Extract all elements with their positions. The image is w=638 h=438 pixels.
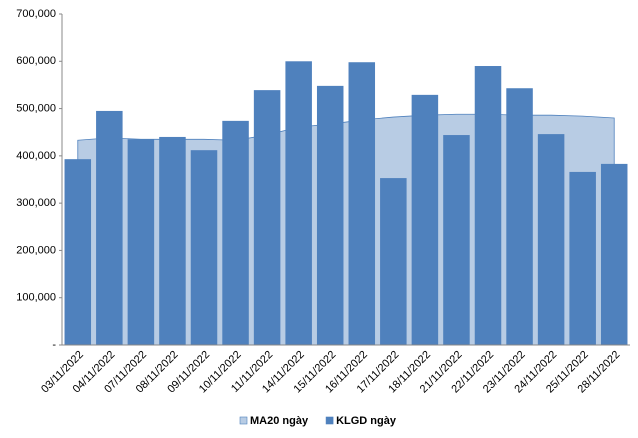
y-tick-label: 100,000: [16, 292, 56, 304]
bar: [600, 163, 628, 345]
legend-swatch: [239, 416, 248, 425]
bar: [159, 136, 186, 345]
y-tick-label: 500,000: [16, 102, 56, 114]
bar: [537, 134, 565, 345]
bar: [190, 150, 218, 345]
bar: [127, 139, 155, 345]
bar: [474, 66, 502, 345]
bar: [316, 85, 344, 346]
bar: [411, 94, 439, 345]
bar: [348, 62, 376, 345]
bar: [64, 159, 92, 345]
bar: [222, 120, 249, 345]
y-tick-label: 200,000: [16, 244, 56, 256]
y-tick-label: 400,000: [16, 150, 56, 162]
bar: [506, 88, 533, 345]
y-tick-label: 700,000: [16, 8, 56, 20]
bar: [380, 178, 407, 345]
legend-label: KLGD ngày: [336, 415, 397, 427]
y-tick-label: 600,000: [16, 55, 56, 67]
bar: [443, 135, 470, 345]
bar: [285, 61, 312, 346]
bar: [96, 110, 123, 345]
legend-swatch: [325, 416, 334, 425]
legend-label: MA20 ngày: [250, 415, 309, 427]
ma-area: [77, 113, 615, 346]
bar: [569, 171, 596, 345]
bar: [253, 90, 281, 345]
y-tick-label: 300,000: [16, 197, 56, 209]
y-tick-label: -: [52, 339, 56, 351]
